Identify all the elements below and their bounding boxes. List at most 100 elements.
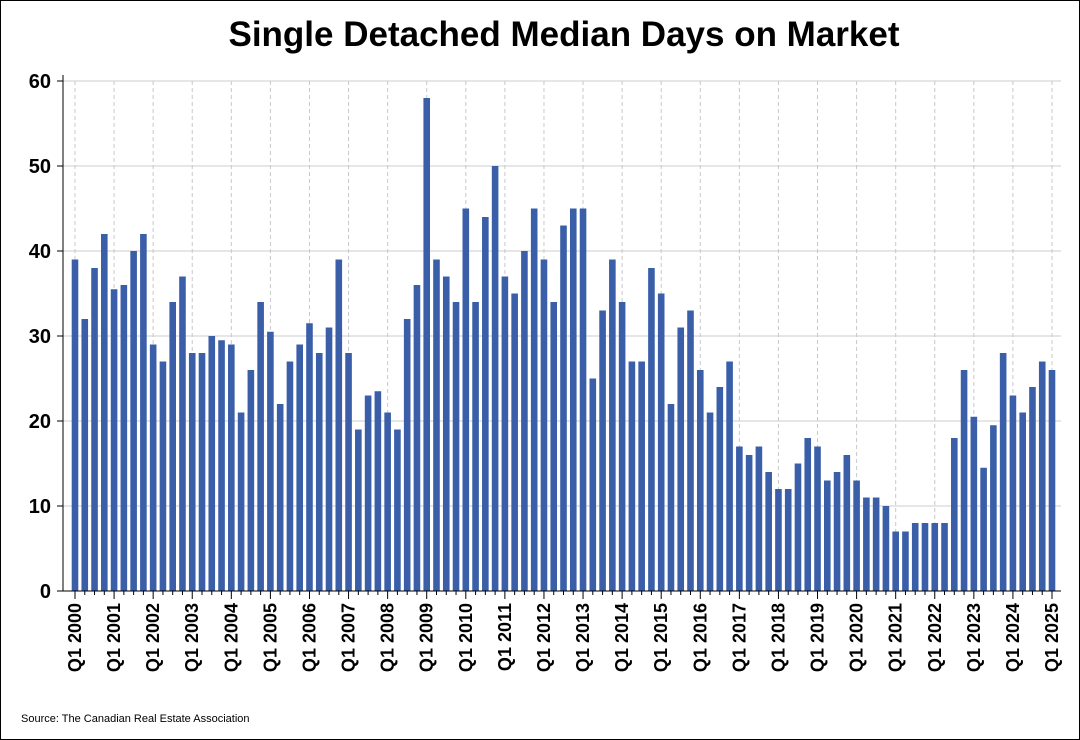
bar (501, 276, 509, 591)
bar (814, 446, 821, 591)
bar (530, 208, 538, 591)
bar (540, 259, 548, 591)
bar (257, 302, 264, 591)
bar (179, 276, 186, 591)
x-tick-label: Q1 2019 (808, 603, 828, 672)
bar (550, 302, 558, 591)
bar (384, 412, 391, 591)
bar (921, 523, 929, 591)
bar (296, 344, 304, 591)
bar (491, 166, 499, 591)
bar (91, 268, 98, 591)
bar (188, 353, 196, 591)
bar (394, 429, 401, 591)
x-tick-label: Q1 2014 (612, 603, 632, 672)
bar (140, 234, 147, 591)
y-tick-label: 0 (40, 581, 51, 603)
bar (765, 472, 772, 591)
x-tick-label: Q1 2018 (768, 603, 788, 672)
x-tick-label: Q1 2008 (378, 603, 398, 672)
bar (775, 489, 782, 591)
bar (687, 310, 694, 591)
bar (609, 259, 616, 591)
bar (120, 285, 128, 591)
bar (198, 353, 206, 591)
bar (648, 268, 655, 591)
bar (853, 480, 860, 591)
axes (57, 75, 1061, 599)
bar (345, 353, 352, 591)
bar (599, 310, 606, 591)
x-tick-label: Q1 2015 (651, 603, 671, 672)
bar (169, 302, 176, 591)
bar (267, 331, 274, 591)
bar (872, 497, 880, 591)
bar (560, 225, 567, 591)
bar (306, 323, 313, 591)
bar (228, 344, 235, 591)
bar (423, 98, 431, 591)
bar (911, 523, 919, 591)
bar (951, 438, 958, 591)
bar (1038, 361, 1046, 591)
y-tick-label: 40 (29, 241, 51, 263)
bar (482, 217, 489, 591)
bar (755, 446, 763, 591)
x-tick-label: Q1 2005 (260, 603, 280, 672)
bar (1048, 370, 1056, 591)
bar (716, 387, 724, 591)
bar (745, 455, 753, 591)
bar (325, 327, 333, 591)
y-tick-label: 50 (29, 156, 51, 178)
bar (706, 412, 714, 591)
bar (130, 251, 137, 591)
bar (159, 361, 167, 591)
bar (784, 489, 792, 591)
bar (677, 327, 685, 591)
bar (892, 531, 899, 591)
bar (1009, 395, 1017, 591)
bar (237, 412, 245, 591)
bar (931, 523, 939, 591)
bar (726, 361, 733, 591)
bar (247, 370, 255, 591)
bar (589, 378, 597, 591)
bar (521, 251, 528, 591)
bars (71, 98, 1056, 591)
x-tick-label: Q1 2007 (339, 603, 359, 672)
x-tick-label: Q1 2022 (925, 603, 945, 672)
bar (833, 472, 841, 591)
bar (452, 302, 460, 591)
x-tick-label: Q1 2001 (104, 603, 124, 672)
x-tick-label: Q1 2006 (299, 603, 319, 672)
y-tick-label: 20 (29, 411, 51, 433)
bar (1019, 412, 1026, 591)
bar (902, 531, 909, 591)
bar (286, 361, 294, 591)
bar (980, 467, 987, 591)
bar (990, 425, 997, 591)
source-note: Source: The Canadian Real Estate Associa… (21, 713, 250, 725)
bar (618, 302, 626, 591)
bar (355, 429, 362, 591)
x-tick-label: Q1 2002 (143, 603, 163, 672)
bar (667, 404, 675, 591)
bar (794, 463, 802, 591)
bar (970, 416, 978, 591)
bar (804, 438, 812, 591)
bar (628, 361, 636, 591)
bar (472, 302, 479, 591)
bar (696, 370, 704, 591)
x-tick-label: Q1 2013 (573, 603, 593, 672)
bar (960, 370, 968, 591)
x-tick-label: Q1 2023 (964, 603, 984, 672)
y-tick-label: 10 (29, 496, 51, 518)
x-tick-label: Q1 2016 (690, 603, 710, 672)
x-tick-label: Q1 2000 (65, 603, 85, 672)
bar (863, 497, 870, 591)
x-tick-label: Q1 2021 (886, 603, 906, 672)
bar (335, 259, 343, 591)
bar (315, 353, 323, 591)
x-tick-labels: Q1 2000 Q1 2001 Q1 2002 Q1 2003 Q1 2004 Q1 20… (65, 603, 1062, 672)
